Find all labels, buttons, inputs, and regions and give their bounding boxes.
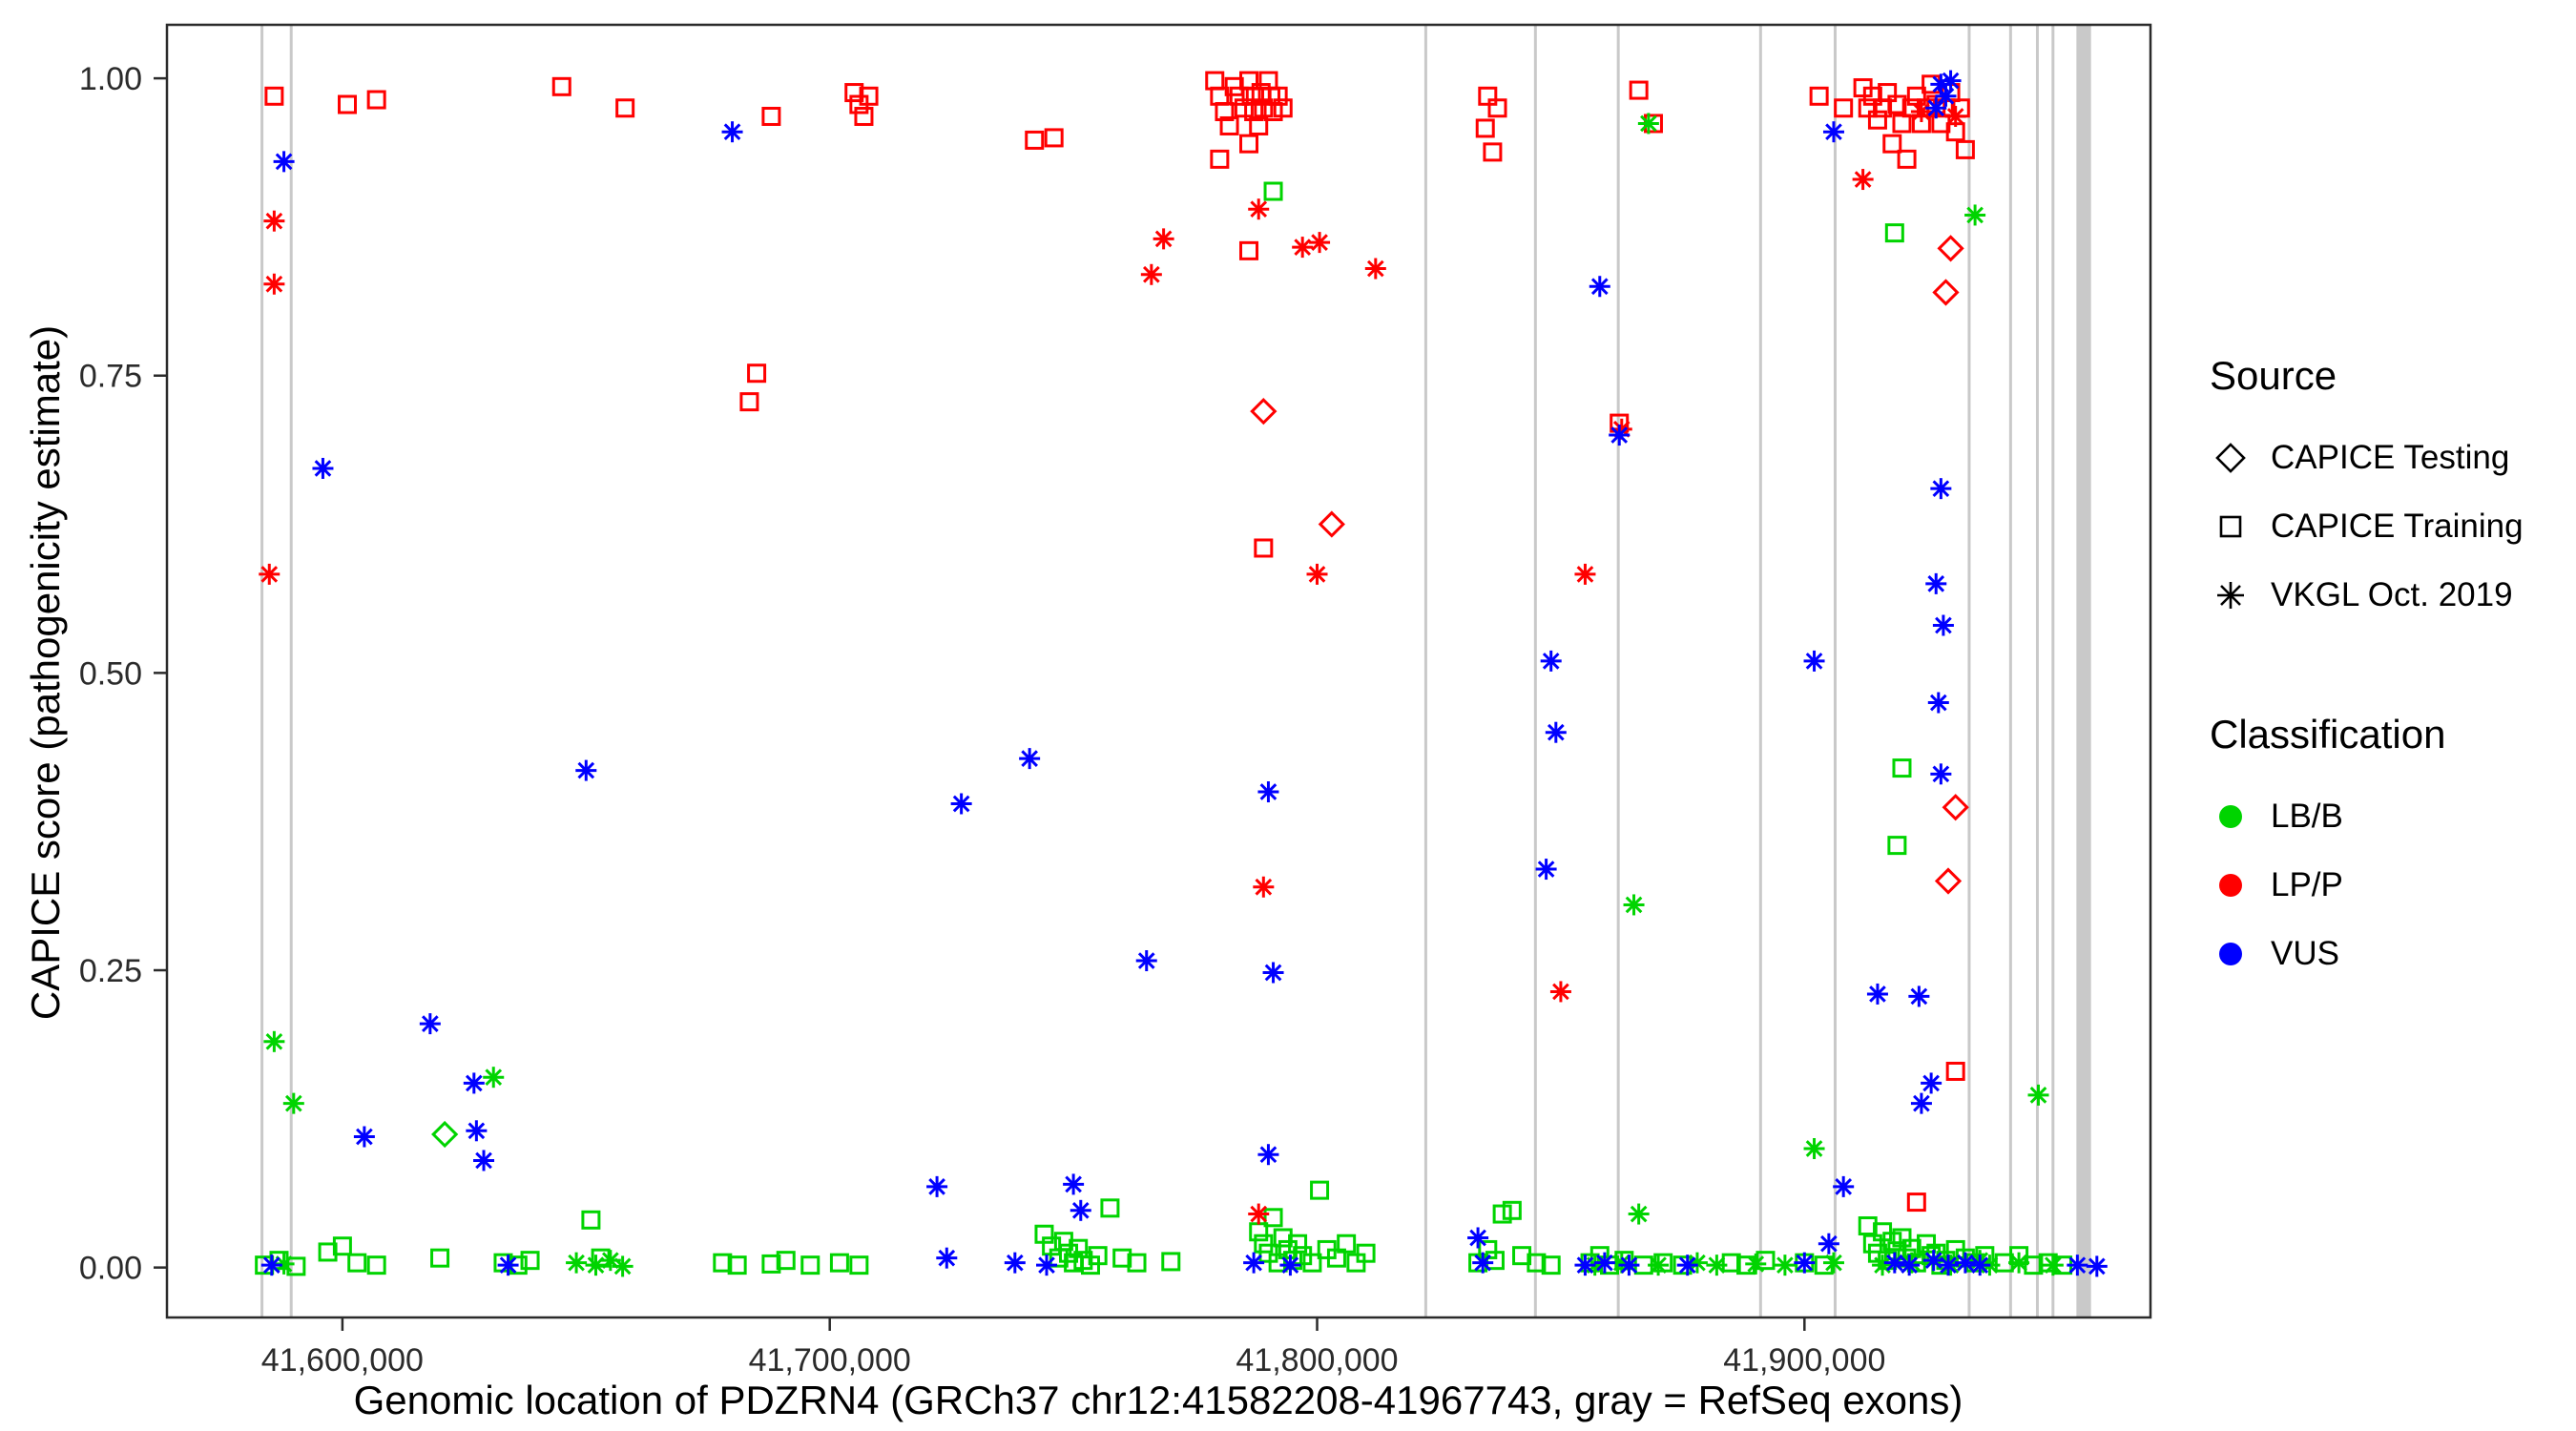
legend-item-lpp: LP/P <box>2210 851 2524 920</box>
y-tick-label: 1.00 <box>79 61 142 97</box>
legend-classification-title: Classification <box>2210 712 2446 757</box>
legend-source-title: Source <box>2210 353 2337 398</box>
series-capice-testing-lp-p <box>1250 235 1969 895</box>
refseq-exon-bar <box>1758 25 1762 1317</box>
series-capice-testing-lb-b <box>431 1120 459 1149</box>
square-icon <box>2219 515 2242 538</box>
y-tick-label: 0.00 <box>79 1251 142 1287</box>
red-dot-icon <box>2219 874 2242 897</box>
panel-border <box>165 23 2152 1319</box>
refseq-exon-bar <box>1833 25 1837 1317</box>
blue-dot-icon <box>2219 943 2242 965</box>
x-tick-label: 41,800,000 <box>1236 1342 1398 1379</box>
legend-item-capice-training: CAPICE Training <box>2210 492 2524 561</box>
series-capice-training-lp-p <box>264 71 1975 1213</box>
series-capice-training-lb-b <box>255 181 2073 1276</box>
legend-item-vkgl: VKGL Oct. 2019 <box>2210 561 2524 630</box>
refseq-exon-bar <box>1533 25 1537 1317</box>
legend-label-lbb: LB/B <box>2271 798 2343 835</box>
series-vkgl-oct-2019-vus <box>260 70 2108 1277</box>
legend-label-vus: VUS <box>2271 935 2339 972</box>
series-vkgl-oct-2019-lp-p <box>259 100 1966 1225</box>
legend-item-capice-testing: CAPICE Testing <box>2210 424 2524 492</box>
y-tick-label: 0.50 <box>79 655 142 692</box>
series-vkgl-oct-2019-lb-b <box>263 113 2064 1277</box>
legend-label-capice-testing: CAPICE Testing <box>2271 439 2510 476</box>
refseq-exon-bar <box>260 25 264 1317</box>
x-tick-label: 41,600,000 <box>261 1342 424 1379</box>
refseq-exon-bar <box>2051 25 2055 1317</box>
refseq-exon-bar <box>1967 25 1971 1317</box>
refseq-exon-bar <box>2076 25 2091 1317</box>
refseq-exon-bar <box>2008 25 2012 1317</box>
y-tick-label: 0.25 <box>79 953 142 989</box>
refseq-exon-bar <box>289 25 293 1317</box>
legend-label-lpp: LP/P <box>2271 866 2343 903</box>
legend-item-lbb: LB/B <box>2210 782 2524 851</box>
legend-item-vus: VUS <box>2210 920 2524 988</box>
x-axis-title: Genomic location of PDZRN4 (GRCh37 chr12… <box>353 1378 1963 1422</box>
asterisk-icon <box>2217 582 2244 609</box>
x-tick-label: 41,700,000 <box>749 1342 911 1379</box>
refseq-exon-bar <box>2035 25 2039 1317</box>
refseq-exon-bar <box>1423 25 1427 1317</box>
x-tick-label: 41,900,000 <box>1723 1342 1885 1379</box>
legend: Source CAPICE Testing CAPICE Training <box>2210 353 2524 988</box>
y-axis-title: CAPICE score (pathogenicity estimate) <box>23 324 68 1021</box>
legend-label-capice-training: CAPICE Training <box>2271 508 2524 545</box>
y-tick-label: 0.75 <box>79 359 142 395</box>
refseq-exon-bar <box>1616 25 1620 1317</box>
diamond-icon <box>2215 443 2246 473</box>
legend-label-vkgl: VKGL Oct. 2019 <box>2271 576 2513 613</box>
green-dot-icon <box>2219 805 2242 828</box>
